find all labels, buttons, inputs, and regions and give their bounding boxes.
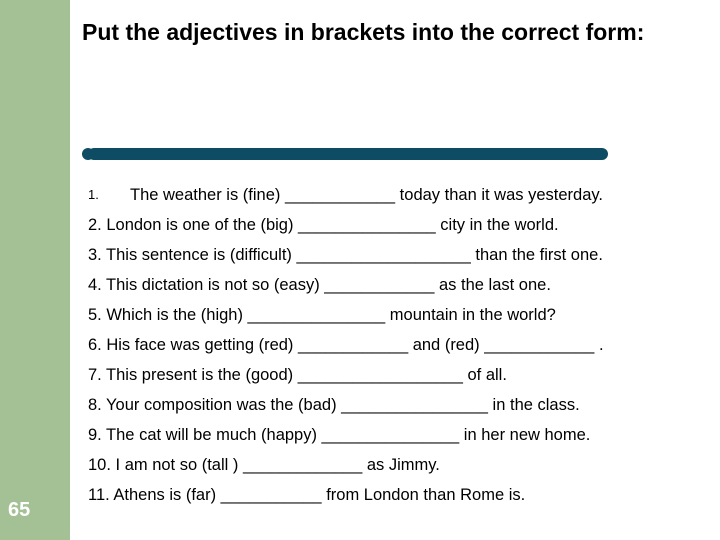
list-item: 10. I am not so (tall ) _____________ as… <box>88 450 698 480</box>
list-item: 2. London is one of the (big) __________… <box>88 210 698 240</box>
list-item: 5. Which is the (high) _______________ m… <box>88 300 698 330</box>
item-text: 5. Which is the (high) _______________ m… <box>88 306 556 324</box>
list-item: 4. This dictation is not so (easy) _____… <box>88 270 698 300</box>
list-item: 8. Your composition was the (bad) ______… <box>88 390 698 420</box>
exercise-list: 1.The weather is (fine) ____________ tod… <box>88 180 698 510</box>
item-number: 1. <box>88 183 114 207</box>
item-text: 3. This sentence is (difficult) ________… <box>88 246 603 264</box>
list-item: 3. This sentence is (difficult) ________… <box>88 240 698 270</box>
item-text: 4. This dictation is not so (easy) _____… <box>88 276 551 294</box>
list-item: 11. Athens is (far) ___________ from Lon… <box>88 480 698 510</box>
slide-title: Put the adjectives in brackets into the … <box>82 18 682 47</box>
list-item: 1.The weather is (fine) ____________ tod… <box>88 180 698 210</box>
item-text: 2. London is one of the (big) __________… <box>88 216 559 234</box>
page-number: 65 <box>8 499 30 522</box>
item-text: 9. The cat will be much (happy) ________… <box>88 426 590 444</box>
item-text: The weather is (fine) ____________ today… <box>114 186 603 204</box>
list-item: 7. This present is the (good) __________… <box>88 360 698 390</box>
item-text: 8. Your composition was the (bad) ______… <box>88 396 580 414</box>
list-item: 9. The cat will be much (happy) ________… <box>88 420 698 450</box>
item-text: 6. His face was getting (red) __________… <box>88 336 604 354</box>
list-item: 6. His face was getting (red) __________… <box>88 330 698 360</box>
item-text: 10. I am not so (tall ) _____________ as… <box>88 456 440 474</box>
item-text: 7. This present is the (good) __________… <box>88 366 507 384</box>
item-text: 11. Athens is (far) ___________ from Lon… <box>88 486 525 504</box>
sidebar-accent: 65 <box>0 0 70 540</box>
divider-bar <box>88 148 608 160</box>
